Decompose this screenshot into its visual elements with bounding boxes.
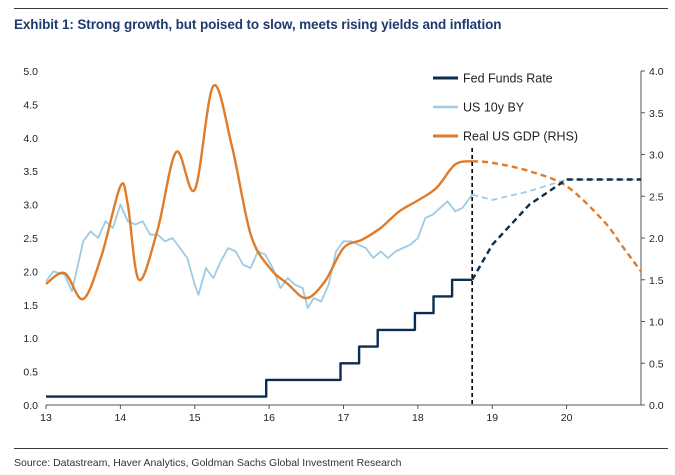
source-note: Source: Datastream, Haver Analytics, Gol… [14, 457, 402, 469]
axes [46, 71, 642, 406]
series-fed-funds-rate-forecast [471, 178, 641, 281]
y-right-tick-label-3-0: 3.0 [649, 150, 664, 162]
x-tick-label-14: 14 [115, 412, 127, 424]
x-tick-label-16: 16 [263, 412, 275, 424]
legend-label-us-10y-by: US 10y BY [463, 101, 525, 115]
x-tick-label-18: 18 [412, 412, 424, 424]
series-real-us-gdp-rhs-forecast [472, 160, 642, 273]
y-right-tick-label-1-5: 1.5 [649, 275, 664, 287]
series-us-10y-by-actual [45, 194, 473, 309]
y-right-tick-group: 0.0 0.5 1.0 1.5 2.0 2.5 3.0 3.5 4.0 [641, 66, 664, 412]
x-tick-label-19: 19 [486, 412, 498, 424]
series-us-10y-by-forecast [471, 178, 641, 201]
x-tick-label-15: 15 [189, 412, 201, 424]
legend-label-real-us-gdp-rhs: Real US GDP (RHS) [463, 130, 578, 144]
y-right-tick-label-0-0: 0.0 [649, 400, 664, 412]
y-left-tick-group: 0.0 0.5 1.0 1.5 2.0 2.5 3.0 3.5 4.0 4.5 5.0 [23, 66, 38, 412]
y-right-tick-label-3-5: 3.5 [649, 108, 664, 120]
y-left-tick-label-1-0: 1.0 [23, 333, 38, 345]
bottom-rule [14, 448, 668, 449]
y-left-tick-label-0-5: 0.5 [23, 367, 38, 379]
series-real-us-gdp-rhs-actual [45, 84, 473, 301]
x-tick-group: 13 14 15 16 17 18 19 20 [40, 405, 573, 424]
y-right-tick-label-2-5: 2.5 [649, 191, 664, 203]
y-left-tick-label-3-0: 3.0 [23, 200, 38, 212]
y-left-tick-label-0-0: 0.0 [23, 400, 38, 412]
y-right-tick-label-4-0: 4.0 [649, 66, 664, 78]
y-left-tick-label-3-5: 3.5 [23, 166, 38, 178]
x-tick-label-20: 20 [561, 412, 573, 424]
y-right-tick-label-2-0: 2.0 [649, 233, 664, 245]
y-left-tick-label-1-5: 1.5 [23, 300, 38, 312]
y-right-tick-label-0-5: 0.5 [649, 358, 664, 370]
chart-title: Exhibit 1: Strong growth, but poised to … [14, 17, 502, 32]
x-tick-label-17: 17 [338, 412, 350, 424]
y-left-tick-label-5-0: 5.0 [23, 66, 38, 78]
y-left-tick-label-4-0: 4.0 [23, 133, 38, 145]
series-fed-funds-rate-actual [46, 278, 473, 398]
y-right-tick-label-1-0: 1.0 [649, 317, 664, 329]
series-group [45, 84, 642, 405]
top-rule [14, 8, 668, 9]
legend: Fed Funds Rate US 10y BY Real US GDP (RHS) [433, 72, 578, 144]
y-left-tick-label-2-5: 2.5 [23, 233, 38, 245]
legend-label-fed-funds-rate: Fed Funds Rate [463, 72, 553, 86]
chart: 13 14 15 16 17 18 19 20 0.0 0.5 1.0 1.5 2.0 2.5 3.0 3.… [23, 66, 664, 424]
y-left-tick-label-4-5: 4.5 [23, 99, 38, 111]
y-left-tick-label-2-0: 2.0 [23, 266, 38, 278]
x-tick-label-13: 13 [40, 412, 52, 424]
